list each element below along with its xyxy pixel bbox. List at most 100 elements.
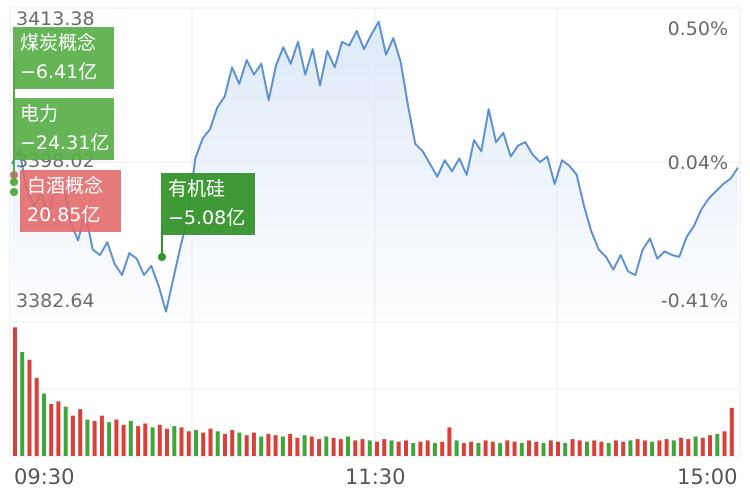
volume-bar [56, 401, 61, 456]
volume-bar [418, 441, 423, 456]
annotation-name: 白酒概念 [27, 175, 104, 197]
annotation-name: 有机硅 [168, 178, 226, 200]
price-label-low: 3382.64 [16, 290, 95, 312]
volume-bar [556, 441, 560, 456]
volume-bar [186, 431, 191, 456]
volume-bar [505, 440, 510, 456]
volume-bar [548, 440, 553, 456]
volume-bar [461, 443, 466, 456]
annotation-name: 电力 [20, 103, 59, 125]
volume-bar [606, 443, 611, 456]
volume-bar [700, 437, 705, 456]
volume-bar [317, 439, 322, 456]
volume-bar [295, 437, 300, 456]
price-label-high: 3413.38 [16, 8, 95, 30]
volume-bar [367, 440, 372, 456]
annotation-coal-concept[interactable]: 煤炭概念 −6.41亿 [13, 27, 114, 89]
annotation-power[interactable]: 电力 −24.31亿 [13, 98, 114, 160]
volume-bar [440, 441, 445, 456]
volume-bar [476, 443, 481, 456]
volume-bar [194, 430, 198, 456]
volume-bar [165, 428, 169, 456]
volume-bar [722, 431, 727, 456]
volume-bar [498, 443, 503, 456]
annotation-value: −6.41亿 [20, 61, 98, 83]
volume-bar [150, 427, 155, 456]
volume-bar [346, 436, 350, 456]
volume-bar [259, 436, 264, 456]
volume-bar [396, 441, 401, 456]
price-area [12, 21, 738, 323]
volume-bar [541, 443, 546, 456]
annotation-name: 煤炭概念 [20, 32, 97, 54]
volume-bar [708, 435, 712, 456]
volume-bar [483, 440, 488, 456]
volume-bar [592, 440, 597, 456]
volume-bar [599, 441, 604, 456]
volume-bar [215, 431, 220, 456]
volume-bar [577, 440, 582, 456]
volume-bar [237, 432, 242, 456]
time-label-open: 09:30 [14, 465, 75, 489]
volume-bar [85, 419, 90, 456]
volume-bar [34, 378, 39, 456]
volume-bar [42, 393, 46, 456]
volume-bar [302, 435, 307, 456]
volume-bar [527, 440, 531, 456]
volume-bar [63, 406, 68, 456]
annotation-value: 20.85亿 [27, 204, 101, 226]
volume-bar [635, 439, 640, 456]
volume-bar [411, 443, 416, 456]
volume-bar [230, 430, 235, 456]
volume-bar [244, 435, 249, 456]
pct-label-low: -0.41% [660, 290, 728, 312]
volume-bar [454, 440, 459, 456]
volume-bar [280, 436, 285, 456]
volume-bar [99, 415, 104, 456]
volume-bar [78, 409, 83, 456]
annotation-silicone[interactable]: 有机硅 −5.08亿 [161, 173, 255, 235]
volume-bar [27, 359, 32, 456]
volume-bar [143, 423, 148, 456]
volume-bar [628, 440, 633, 456]
volume-bar [157, 424, 162, 456]
volume-bar [642, 440, 647, 456]
volume-bar [389, 440, 394, 456]
volume-bar [324, 436, 329, 456]
volume-bar [70, 415, 75, 456]
volume-bar [114, 419, 119, 456]
volume-bar [715, 433, 720, 456]
annotation-marker-1 [10, 188, 18, 196]
volume-bar [534, 441, 539, 456]
volume-bar [208, 428, 213, 456]
annotation-value: −5.08亿 [168, 207, 246, 229]
pct-label-mid: 0.04% [667, 152, 728, 174]
volume-bar [404, 440, 408, 456]
annotation-value: −24.31亿 [20, 132, 110, 154]
volume-bar [650, 441, 655, 456]
volume-bar [693, 436, 698, 456]
volume-bar [425, 440, 430, 456]
volume-bar [621, 441, 626, 456]
time-label-close: 15:00 [677, 465, 738, 489]
pct-label-high: 0.50% [667, 18, 728, 40]
volume-bar [679, 437, 684, 456]
volume-bar [519, 443, 524, 456]
volume-bar [49, 404, 54, 456]
volume-bar [288, 433, 293, 456]
volume-bar [172, 426, 177, 456]
price-line [11, 20, 739, 313]
volume-bar [382, 439, 387, 456]
volume-bar [375, 441, 379, 456]
volume-bar [570, 439, 575, 456]
annotation-liquor-concept[interactable]: 白酒概念 20.85亿 [20, 170, 121, 232]
volume-bar [512, 441, 517, 456]
volume-bar [432, 443, 437, 456]
volume-bar [251, 432, 256, 456]
volume-bar [20, 352, 25, 456]
volume-bar [585, 441, 589, 456]
volume-bar [447, 427, 452, 456]
volume-bar [273, 435, 278, 456]
volume-bar [469, 441, 474, 456]
